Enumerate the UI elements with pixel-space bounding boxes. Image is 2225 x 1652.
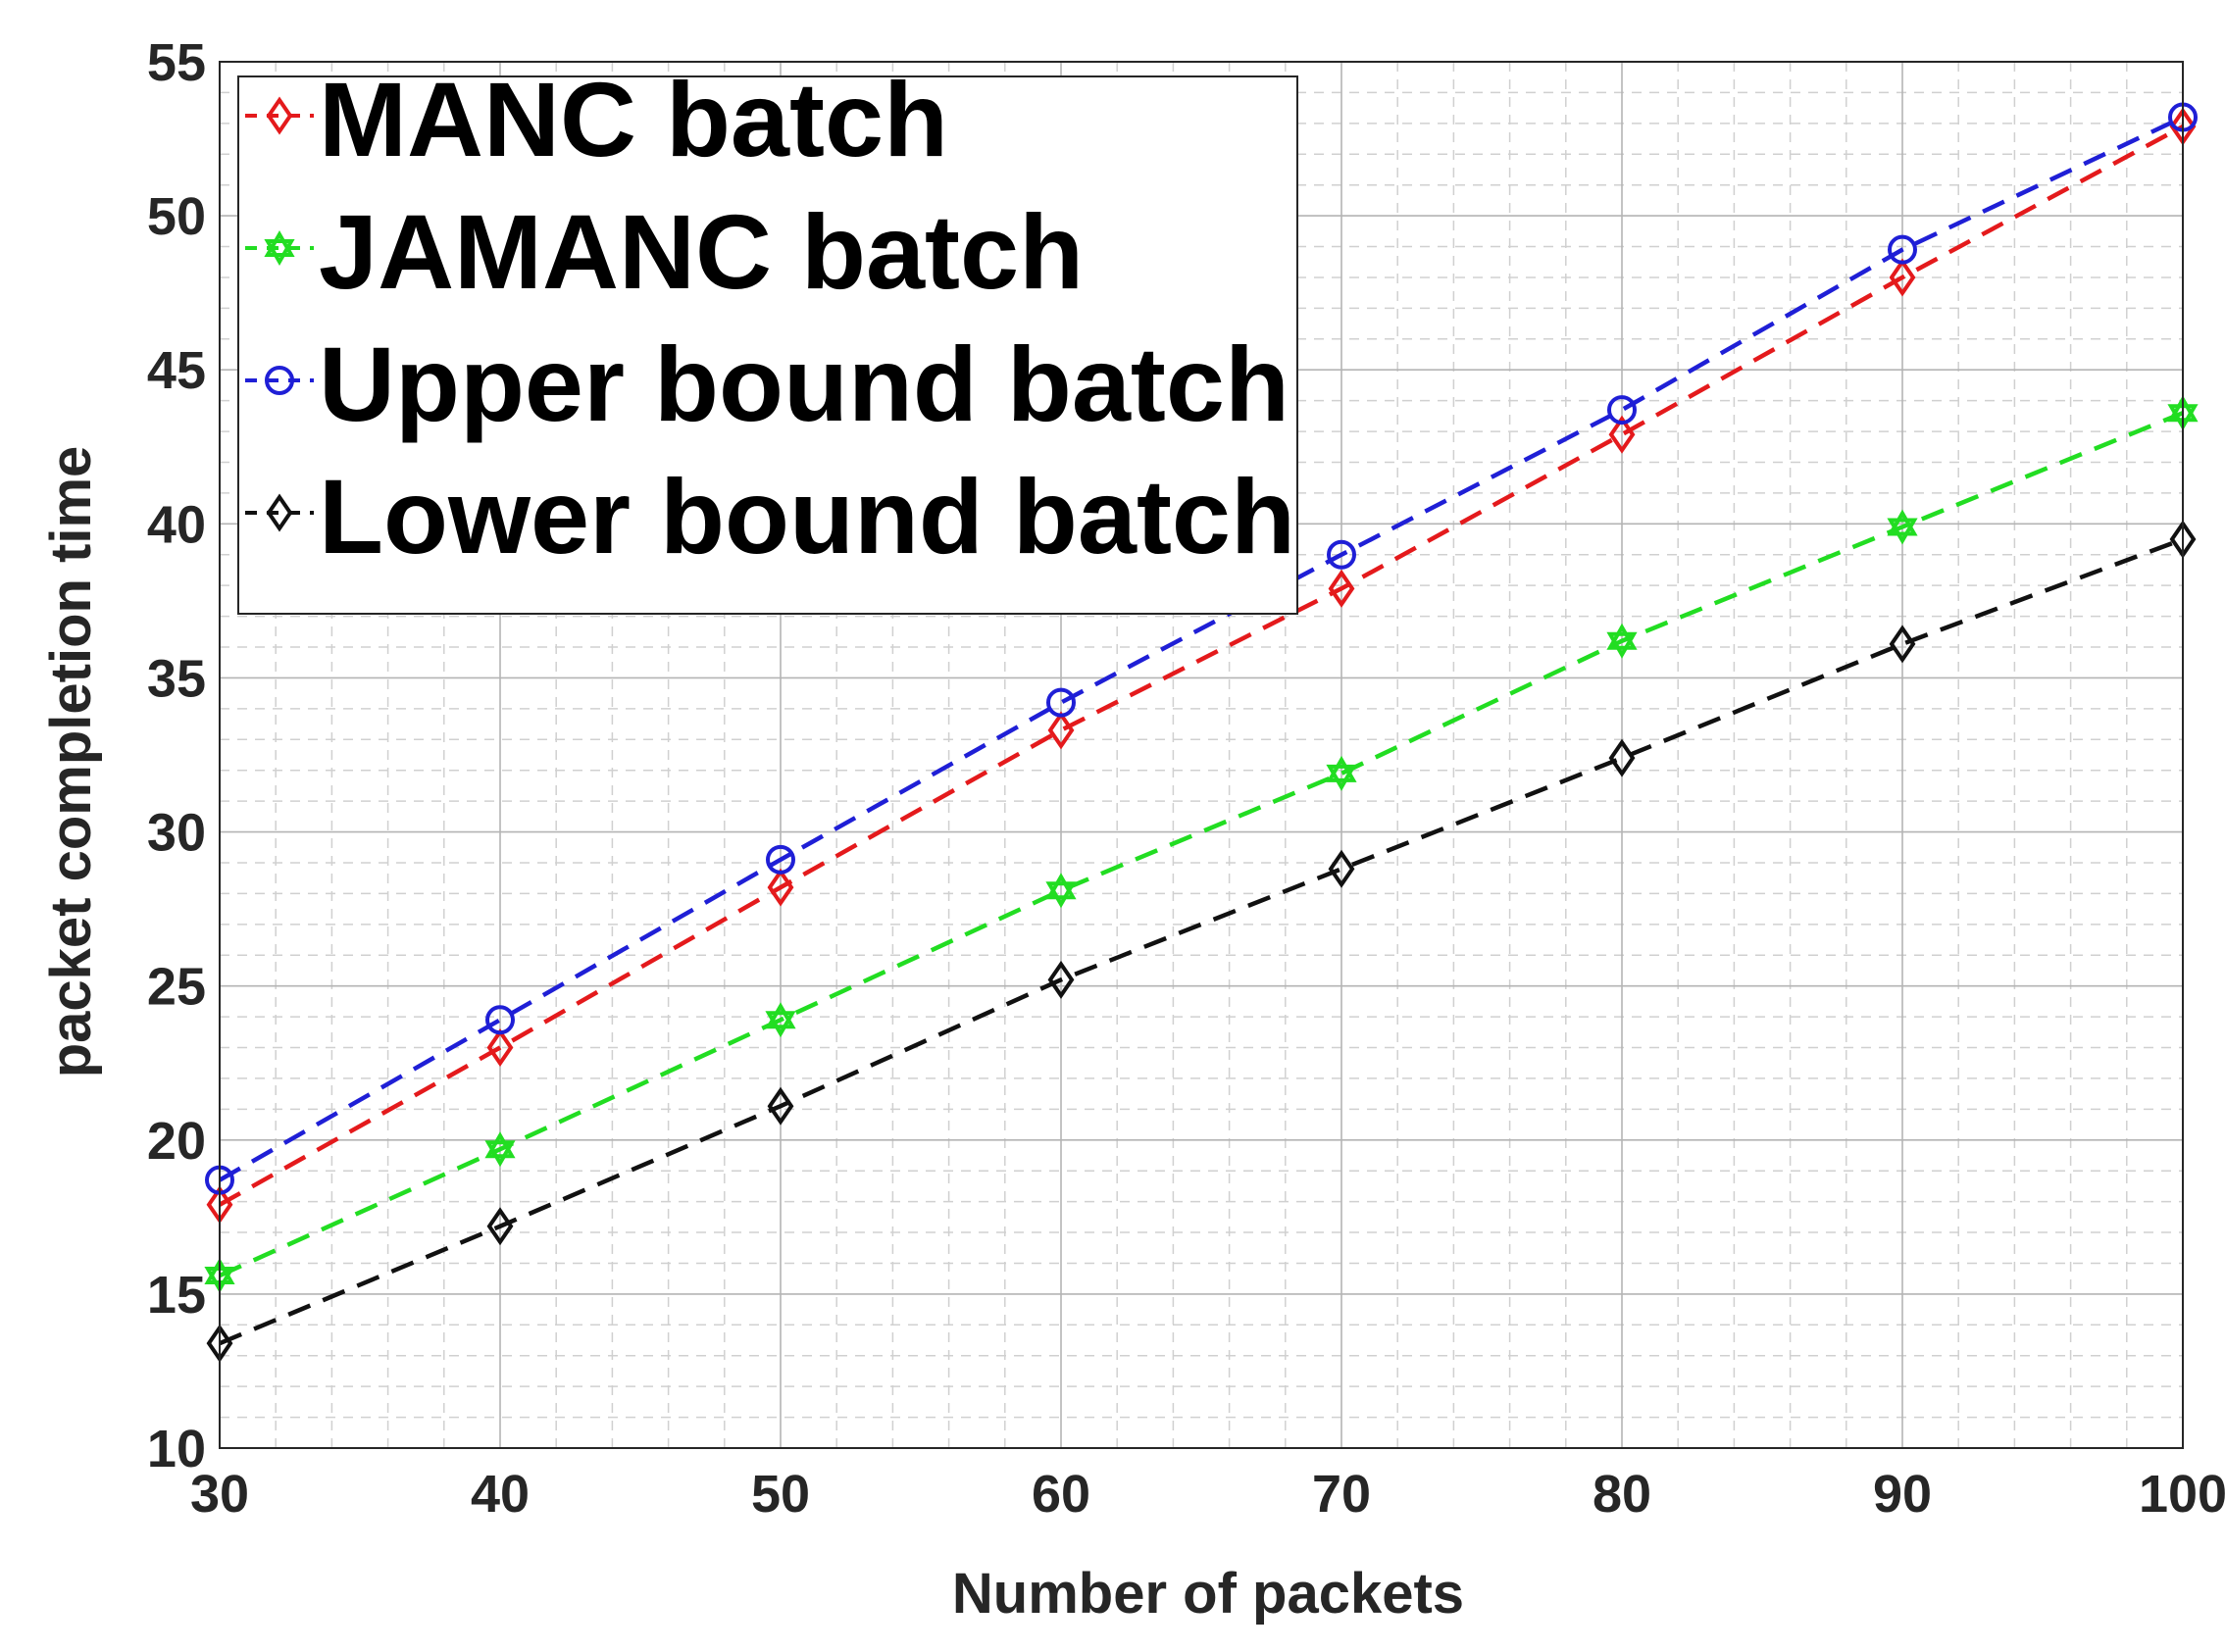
x-tick-label: 90 [1873, 1465, 1932, 1524]
data-point [1047, 960, 1075, 999]
y-tick-label: 15 [147, 1266, 206, 1325]
y-axis-title: packet completion time [39, 446, 103, 1078]
legend-item: MANC batch [245, 60, 948, 178]
legend-item: JAMANC batch [245, 192, 1084, 311]
y-tick-label: 55 [147, 33, 206, 92]
series-upper-bound-batch [205, 102, 2198, 1195]
y-tick-label: 25 [147, 958, 206, 1017]
data-point [1608, 738, 1636, 777]
x-tick-label: 100 [2139, 1465, 2225, 1524]
data-point-part [1606, 623, 1638, 650]
data-point [1328, 849, 1355, 888]
data-point [1045, 873, 1077, 909]
data-point [766, 844, 795, 875]
data-point-part [1326, 764, 1357, 791]
legend-box [237, 75, 1298, 615]
tick-labels: 30 40 50 60 70 80 90 100 10 15 20 25 30 35 40 45 50 55 [147, 33, 2225, 1524]
y-tick-label: 40 [147, 495, 206, 554]
data-point-part [1887, 509, 1918, 536]
data-point-part [1887, 518, 1918, 545]
x-tick-label: 70 [1312, 1465, 1371, 1524]
legend-marker [264, 230, 295, 266]
x-tick-label: 50 [751, 1465, 810, 1524]
series-line [219, 411, 2184, 1278]
data-point-part [765, 1011, 796, 1038]
series-line [218, 115, 2184, 1182]
legend: MANC batch JAMANC batch Upper bound batch L… [237, 60, 1298, 615]
data-point [486, 1207, 514, 1246]
data-point [1889, 625, 1916, 664]
data-point-part [484, 1140, 516, 1168]
y-tick-label: 20 [147, 1112, 206, 1171]
data-point [1887, 509, 1918, 545]
data-point [1607, 395, 1637, 426]
legend-label: Upper bound batch [319, 325, 1289, 443]
y-tick-label: 30 [147, 804, 206, 863]
legend-marker [265, 366, 294, 395]
data-point [767, 868, 794, 907]
series-manc-batch [206, 107, 2197, 1225]
x-tick-label: 40 [471, 1465, 530, 1524]
data-point [1606, 623, 1638, 659]
legend-marker [266, 493, 293, 532]
data-point [484, 1131, 516, 1168]
data-point [1608, 415, 1636, 454]
legend-marker [266, 96, 293, 135]
data-point [1046, 687, 1076, 718]
x-tick-label: 30 [190, 1465, 249, 1524]
data-point-part [1326, 755, 1357, 782]
series-line [218, 125, 2185, 1207]
legend-marker-part [264, 239, 295, 266]
x-tick-label: 80 [1593, 1465, 1651, 1524]
data-point [1889, 258, 1916, 297]
legend-marker-part [264, 230, 295, 257]
legend-label: MANC batch [319, 60, 948, 178]
data-point-part [484, 1131, 516, 1159]
series-layer [204, 102, 2199, 1363]
data-point [485, 1005, 515, 1035]
legend-label: JAMANC batch [319, 192, 1084, 311]
data-point-part [1045, 881, 1077, 909]
y-tick-label: 50 [147, 187, 206, 246]
series-jamanc-batch [204, 395, 2199, 1294]
data-point-part [1045, 873, 1077, 900]
data-point [1047, 711, 1075, 750]
y-tick-label: 35 [147, 649, 206, 708]
x-axis-title: Number of packets [952, 1562, 1464, 1626]
data-point [486, 1027, 514, 1068]
y-tick-label: 45 [147, 341, 206, 400]
data-point [765, 1002, 796, 1038]
plot-frame [219, 61, 2184, 1449]
data-point [1888, 234, 1917, 265]
legend-item: Upper bound batch [245, 325, 1289, 443]
data-point [767, 1086, 794, 1126]
series-line [219, 536, 2184, 1346]
data-point [1328, 569, 1355, 608]
data-point [1326, 755, 1357, 791]
data-point [1327, 539, 1356, 570]
data-point-part [1606, 631, 1638, 659]
legend-item: Lower bound batch [245, 457, 1295, 576]
x-tick-label: 60 [1032, 1465, 1090, 1524]
data-point-part [765, 1002, 796, 1029]
y-tick-label: 10 [147, 1420, 206, 1478]
legend-label: Lower bound batch [319, 457, 1295, 576]
